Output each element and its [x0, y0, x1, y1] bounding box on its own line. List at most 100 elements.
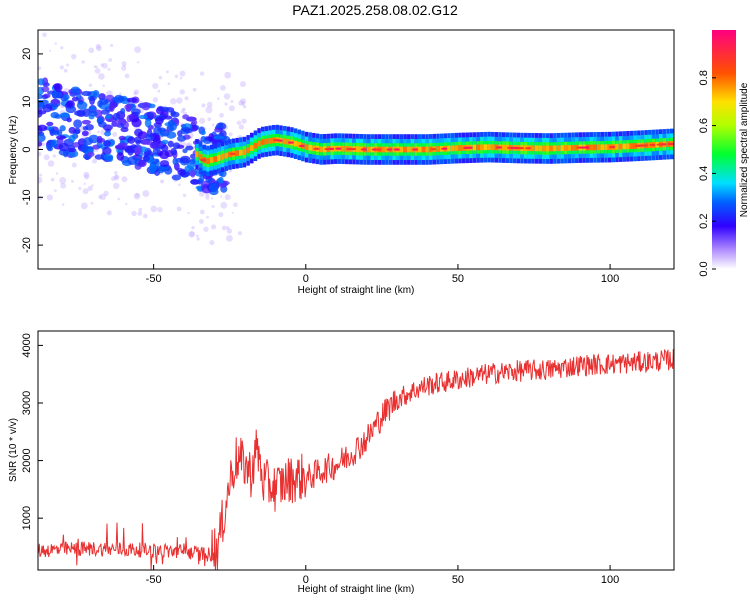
snr-y-tick-label: 3000 [21, 391, 33, 415]
spectrogram-cell [38, 78, 45, 86]
spectrogram-peak-cell [583, 146, 591, 149]
spectrogram-cell [138, 114, 148, 120]
spectrogram-ridge-cell [253, 142, 258, 149]
spectrogram-cell [49, 130, 60, 135]
spectrogram-noise-cell [117, 197, 121, 201]
spectrogram-ridge-cell [436, 146, 440, 152]
spectrogram-ridge-cell [355, 146, 360, 153]
spectrogram-y-axis-label: Frequency (Hz) [8, 116, 19, 185]
spectrogram-cell [81, 130, 89, 137]
spectrogram-noise-cell [176, 206, 182, 212]
colorbar-label: Normalized spectral amplitude [739, 82, 750, 217]
spectrogram-noise-cell [221, 225, 227, 231]
spectrogram-cell [81, 90, 92, 96]
spectrogram-ridge-cell [293, 140, 298, 147]
spectrogram-ridge-cell [596, 144, 601, 151]
spectrogram-noise-cell [217, 97, 220, 100]
spectrogram-noise-cell [230, 100, 234, 103]
spectrogram-cell [159, 150, 170, 160]
spectrogram-ridge-cell [297, 141, 301, 148]
spectrogram-cell [152, 147, 159, 155]
spectrogram-ridge-cell [282, 138, 287, 145]
spectrogram-noise-cell [112, 131, 118, 137]
spectrogram-y-ticks: -20 -10 0 10 20 [21, 48, 43, 253]
spectrogram-noise-cell [199, 71, 205, 76]
spectrogram-noise-cell [38, 195, 43, 201]
spectrogram-noise-cell [239, 81, 246, 88]
spectrogram-peak-cell [667, 142, 674, 146]
spectrogram-cell [160, 106, 170, 112]
spectrogram-noise-cell [167, 82, 171, 86]
spectrogram-cell [107, 155, 114, 162]
spectrogram-noise-cell [223, 93, 231, 100]
spectrogram-cell [144, 118, 152, 128]
spectrogram-cell [112, 112, 121, 121]
spectrogram-peak-cell [298, 144, 306, 148]
spectrogram-noise-cell [87, 185, 93, 192]
spectrogram-noise-cell [159, 179, 165, 184]
spectrogram-ridge-cell [264, 138, 269, 145]
spectrogram-noise-cell [124, 73, 130, 79]
spectrogram-cell [89, 95, 96, 105]
spectrogram-cell [170, 111, 180, 118]
spectrogram-noise-cell [103, 190, 109, 197]
spectrogram-noise-cell [190, 136, 193, 139]
spectrogram-cell [65, 105, 77, 114]
spectrogram-ridge-cell [476, 144, 480, 151]
spectrogram-cell [50, 98, 61, 105]
spectrogram-noise-cell [195, 234, 199, 238]
snr-y-tick-label: 2000 [21, 448, 33, 472]
spectrogram-noise-cell [207, 117, 212, 122]
colorbar-tick-label: 0.0 [698, 261, 710, 276]
spectrogram-ridge-cell [399, 146, 404, 153]
spectrogram-noise-cell [95, 43, 101, 50]
spectrogram-cell [127, 148, 134, 156]
spectrogram-cell [74, 127, 81, 135]
spectrogram-cell [38, 141, 43, 147]
spectrogram-noise-cell [106, 210, 112, 216]
spectrogram-noise-cell [42, 32, 47, 38]
spectrogram-noise-cell [112, 182, 120, 190]
spectrogram-peak-cell [360, 148, 368, 151]
spectrogram-y-tick-label: 0 [21, 146, 33, 152]
spectrogram-noise-cell [184, 96, 189, 101]
spectrogram-cell [159, 160, 170, 168]
spectrogram-cell [38, 133, 46, 142]
spectrogram-cell [115, 144, 123, 150]
spectrogram-cell [185, 145, 194, 151]
spectrogram-ridge-cell [458, 145, 462, 151]
spectrogram-peak-cell [411, 148, 419, 151]
spectrogram-noise-cell [196, 237, 200, 241]
spectrogram-cell [96, 135, 103, 144]
snr-x-tick-label: -50 [146, 574, 162, 586]
spectrogram-cell [58, 142, 69, 152]
spectrogram-cell [86, 151, 95, 157]
spectrogram-noise-cell [119, 92, 122, 95]
spectrogram-cell [82, 108, 91, 117]
spectrogram-noise-cell [108, 58, 113, 62]
spectrogram-ridge-cell [217, 155, 221, 161]
spectrogram-ridge-cell [246, 147, 250, 154]
snr-series-line [38, 349, 674, 570]
spectrogram-noise-cell [71, 162, 77, 168]
spectrogram-noise-cell [59, 65, 64, 70]
spectrogram-noise-cell [224, 194, 231, 201]
spectrogram-noise-cell [97, 130, 100, 134]
spectrogram-ridge-cell [480, 144, 484, 151]
spectrogram-cell [42, 103, 53, 113]
spectrogram-noise-cell [107, 67, 111, 71]
spectrogram-noise-cell [39, 173, 43, 177]
spectrogram-cell [177, 169, 187, 176]
spectrogram-cell [213, 135, 224, 140]
spectrogram-panel: -50 0 50 100 -20 -10 0 10 20 Height of straight… [8, 29, 675, 296]
spectrogram-noise-cell [134, 46, 141, 54]
spectrogram-noise-cell [121, 176, 128, 183]
spectrogram-cell [186, 162, 196, 170]
spectrogram-noise-cell [134, 192, 140, 198]
spectrogram-noise-cell [174, 74, 179, 79]
spectrogram-ridge-cell [268, 138, 272, 144]
spectrogram-cell [109, 104, 115, 112]
spectrogram-cell [184, 129, 193, 134]
spectrogram-cell [127, 136, 136, 144]
